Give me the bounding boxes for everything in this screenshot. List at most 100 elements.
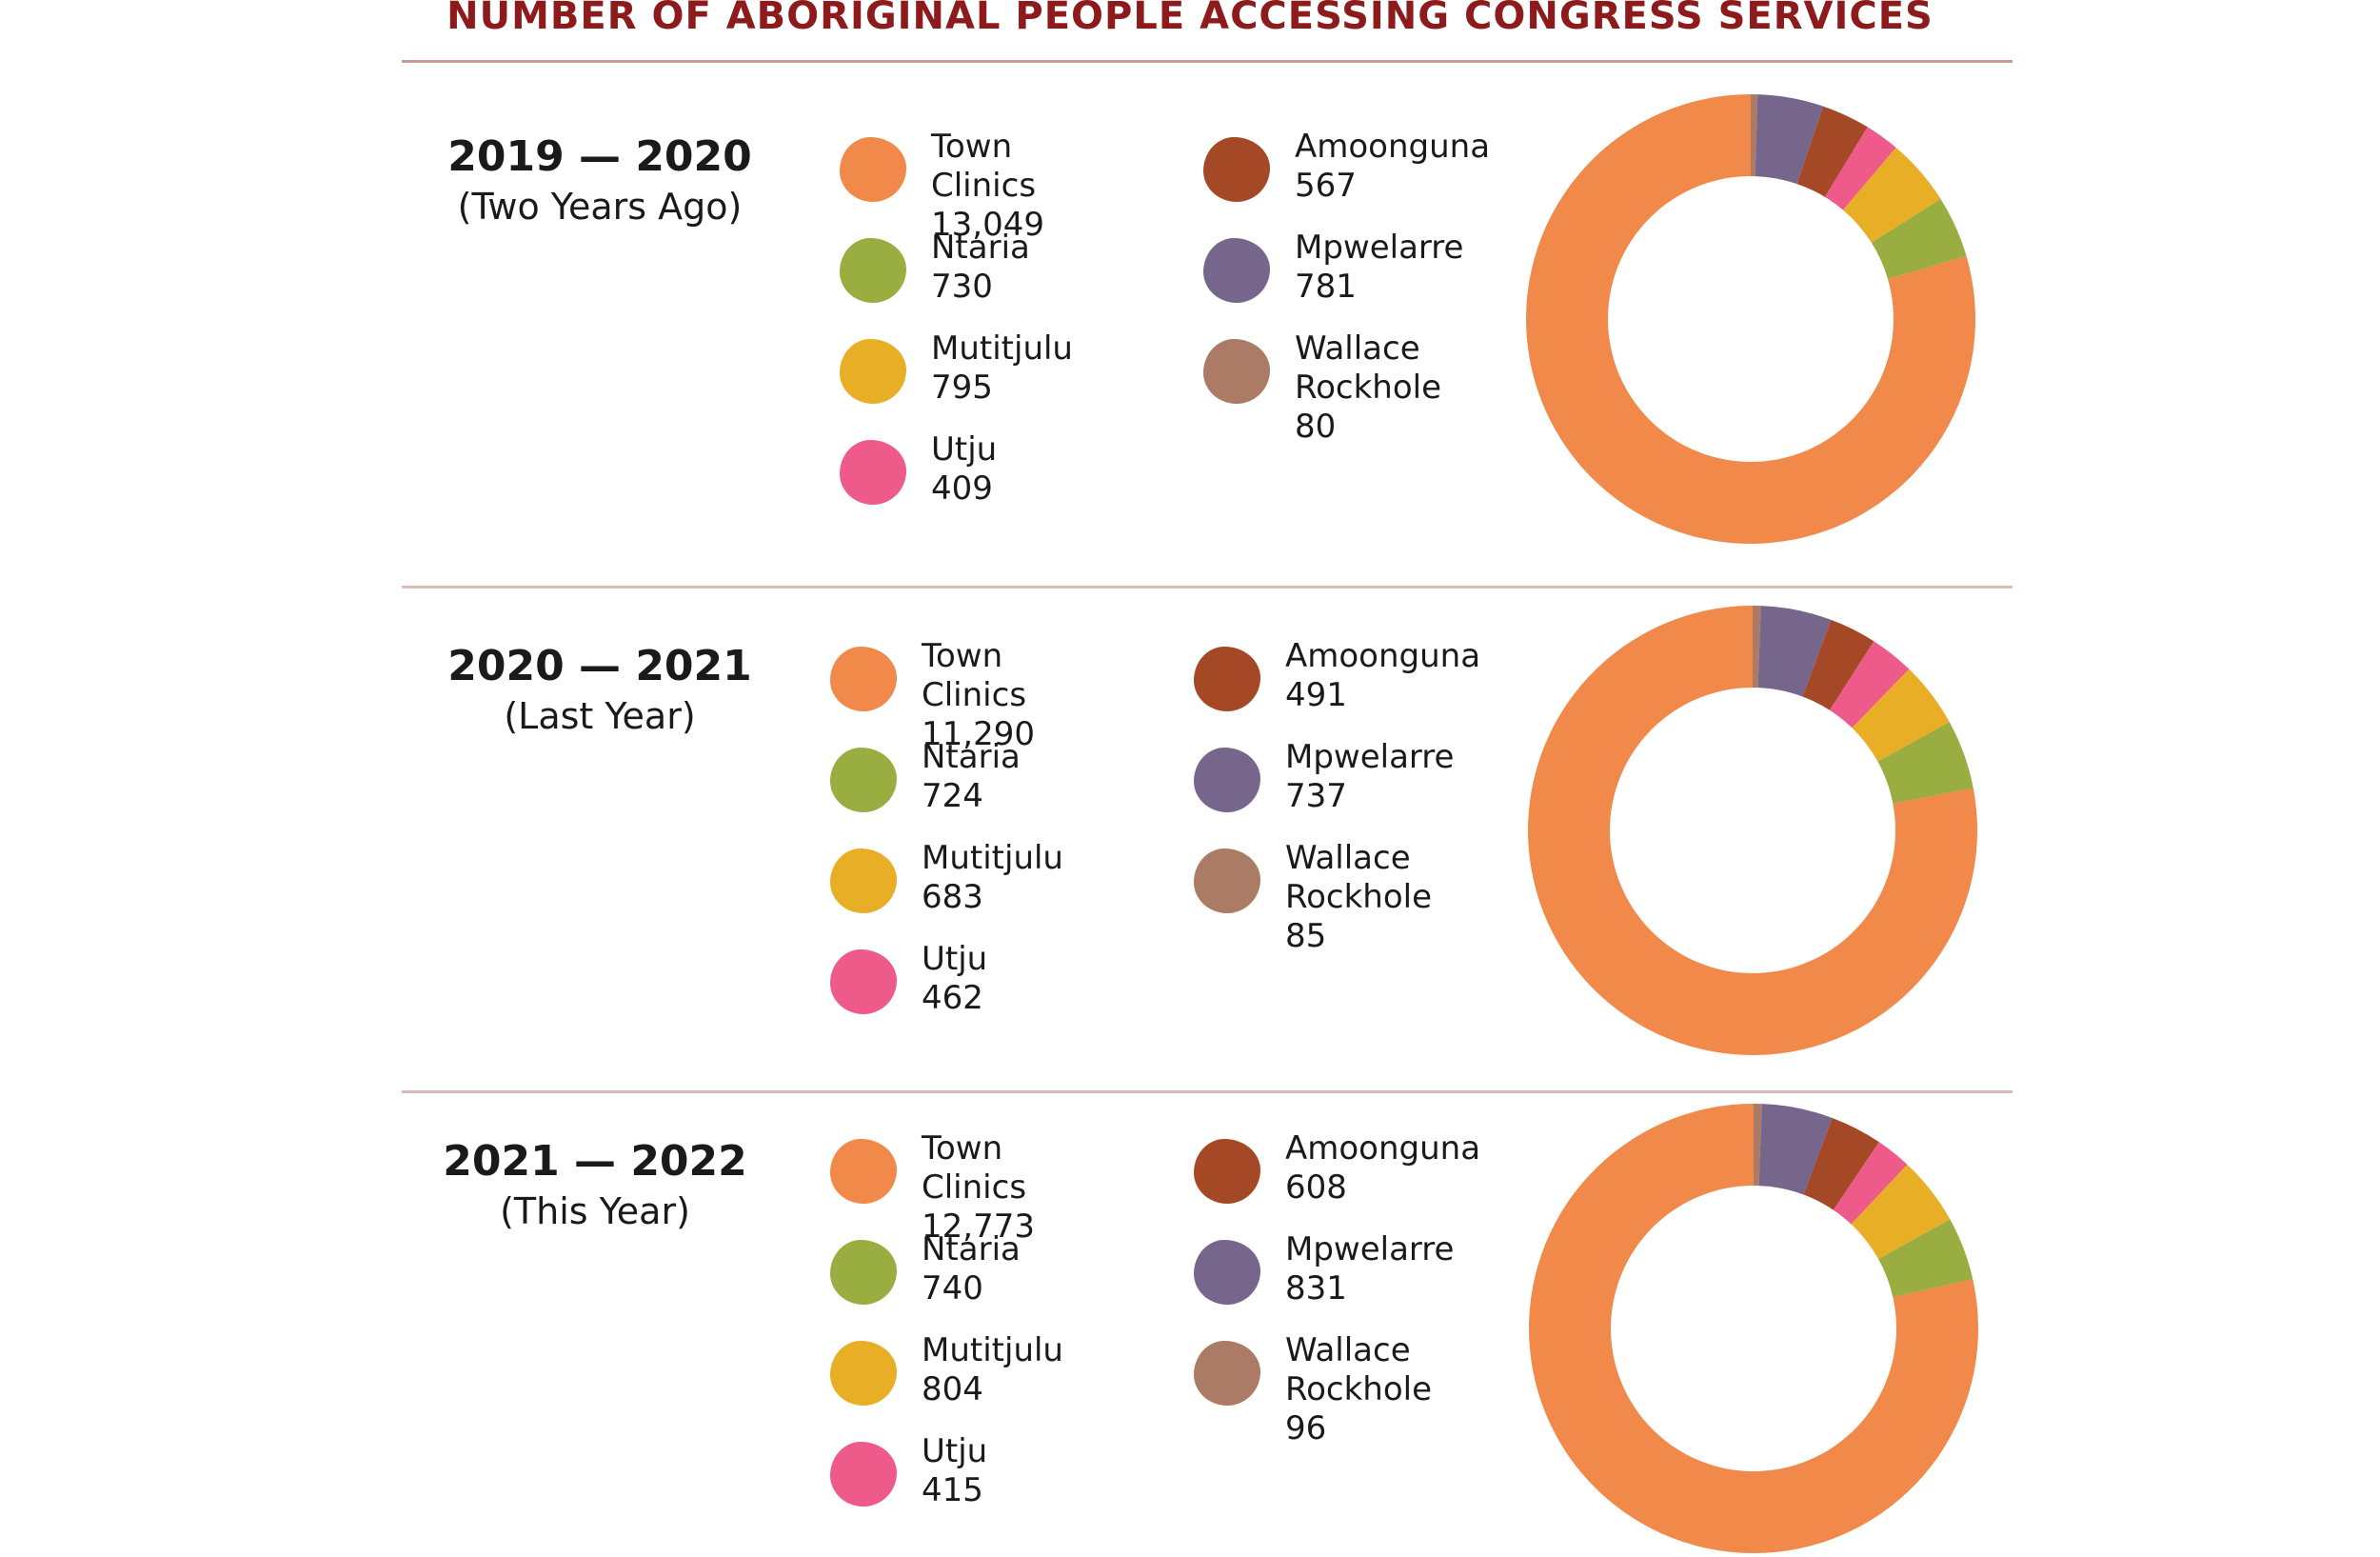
legend-value: 795 <box>931 369 993 407</box>
legend-swatch <box>840 339 906 404</box>
legend-name: Mutitjulu <box>922 839 1063 877</box>
legend-name: Wallace Rockhole <box>1295 329 1441 407</box>
legend-value: 462 <box>922 979 983 1017</box>
legend-label: Mutitjulu 804 <box>922 1331 1063 1409</box>
section-divider <box>402 1090 2013 1093</box>
legend-name: Ntaria <box>922 1230 1021 1268</box>
legend-name: Utju <box>922 1432 988 1470</box>
legend-value: 683 <box>922 878 983 916</box>
legend-value: 409 <box>931 469 993 508</box>
legend-label: Utju 409 <box>931 430 997 509</box>
legend-name: Amoonguna <box>1285 1129 1481 1168</box>
year-subtitle: (Last Year) <box>504 695 696 737</box>
legend-label: Wallace Rockhole 96 <box>1285 1331 1432 1448</box>
legend-label: Wallace Rockhole 80 <box>1295 329 1441 447</box>
section-divider <box>402 586 2013 589</box>
legend-name: Town Clinics <box>922 1129 1027 1207</box>
legend-value: 804 <box>922 1370 983 1408</box>
year-heading: 2021 — 2022 (This Year) <box>405 1136 785 1235</box>
legend-label: Utju 415 <box>922 1432 987 1510</box>
legend-label: Ntaria 740 <box>922 1230 1021 1308</box>
legend-label: Ntaria 730 <box>931 229 1030 307</box>
legend-name: Mpwelarre <box>1285 1230 1455 1268</box>
legend-swatch <box>830 1240 897 1305</box>
donut-slice-town-clinics <box>1529 1104 1978 1553</box>
donut-chart <box>1529 1104 1978 1553</box>
year-range: 2020 — 2021 <box>447 642 752 690</box>
legend-value: 730 <box>931 268 993 306</box>
year-subtitle: (Two Years Ago) <box>457 186 743 228</box>
legend-name: Mutitjulu <box>931 329 1073 368</box>
donut-slice-mutitjulu <box>1843 148 1941 243</box>
legend-name: Town Clinics <box>931 128 1037 205</box>
legend-swatch <box>1203 339 1270 404</box>
donut-slice-mpwelarre <box>1758 1104 1833 1195</box>
legend-value: 12,773 <box>922 1208 1035 1246</box>
legend-label: Mpwelarre 781 <box>1295 229 1463 307</box>
donut-slice-amoonguna <box>1803 1117 1879 1210</box>
legend-label: Wallace Rockhole 85 <box>1285 839 1432 956</box>
legend-swatch <box>830 1139 897 1204</box>
legend-label: Mpwelarre 831 <box>1285 1230 1454 1308</box>
legend-value: 567 <box>1295 167 1357 205</box>
legend-swatch <box>830 848 897 913</box>
legend-name: Wallace Rockhole <box>1285 839 1432 916</box>
legend-swatch <box>1194 748 1260 812</box>
donut-slice-town-clinics <box>1526 94 1975 544</box>
legend-name: Utju <box>922 940 988 978</box>
legend-name: Ntaria <box>922 738 1021 776</box>
legend-swatch <box>1194 1341 1260 1406</box>
donut-slice-utju <box>1824 127 1896 210</box>
legend-name: Mpwelarre <box>1285 738 1455 776</box>
legend-value: 11,290 <box>922 715 1035 753</box>
legend-value: 491 <box>1285 676 1347 714</box>
year-heading: 2020 — 2021 (Last Year) <box>409 641 790 740</box>
legend-name: Mutitjulu <box>922 1331 1063 1369</box>
legend-value: 13,049 <box>931 206 1044 244</box>
legend-name: Mpwelarre <box>1295 229 1464 267</box>
year-range: 2019 — 2020 <box>447 132 752 181</box>
legend-value: 96 <box>1285 1409 1327 1447</box>
legend-name: Ntaria <box>931 229 1030 267</box>
donut-slice-mpwelarre <box>1757 606 1832 697</box>
donut-slice-mutitjulu <box>1851 1164 1951 1260</box>
legend-name: Utju <box>931 430 998 469</box>
legend-label: Town Clinics 12,773 <box>922 1129 1035 1247</box>
donut-slice-wallace-rockhole <box>1751 94 1758 177</box>
legend-label: Amoonguna 491 <box>1285 637 1480 715</box>
donut-slice-utju <box>1833 1142 1908 1225</box>
legend-swatch <box>840 440 906 505</box>
page-title: NUMBER OF ABORIGINAL PEOPLE ACCESSING CO… <box>446 0 1934 38</box>
legend-label: Amoonguna 567 <box>1295 128 1490 206</box>
donut-slice-ntaria <box>1871 199 1967 280</box>
legend-name: Amoonguna <box>1285 637 1481 675</box>
legend-swatch <box>830 1442 897 1507</box>
legend-label: Town Clinics 13,049 <box>931 128 1044 245</box>
title-divider <box>402 60 2013 63</box>
legend-swatch <box>1194 848 1260 913</box>
legend-label: Mpwelarre 737 <box>1285 738 1454 816</box>
donut-chart <box>1528 606 1977 1055</box>
legend-swatch <box>830 949 897 1014</box>
year-heading: 2019 — 2020 (Two Years Ago) <box>409 131 790 230</box>
legend-swatch <box>830 748 897 812</box>
legend-label: Amoonguna 608 <box>1285 1129 1480 1208</box>
legend-value: 831 <box>1285 1269 1347 1307</box>
legend-name: Amoonguna <box>1295 128 1491 166</box>
legend-name: Town Clinics <box>922 637 1027 714</box>
legend-swatch <box>1203 137 1270 202</box>
donut-slice-mutitjulu <box>1852 669 1950 762</box>
donut-slice-ntaria <box>1877 722 1973 804</box>
legend-value: 781 <box>1295 268 1357 306</box>
legend-swatch <box>1194 1240 1260 1305</box>
legend-value: 415 <box>922 1471 983 1509</box>
donut-slice-amoonguna <box>1796 106 1868 197</box>
legend-label: Mutitjulu 683 <box>922 839 1063 917</box>
legend-label: Ntaria 724 <box>922 738 1021 816</box>
legend-value: 740 <box>922 1269 983 1307</box>
legend-value: 85 <box>1285 917 1327 955</box>
legend-label: Town Clinics 11,290 <box>922 637 1035 754</box>
legend-value: 608 <box>1285 1168 1347 1207</box>
legend-swatch <box>1203 238 1270 303</box>
legend-value: 80 <box>1295 408 1337 446</box>
